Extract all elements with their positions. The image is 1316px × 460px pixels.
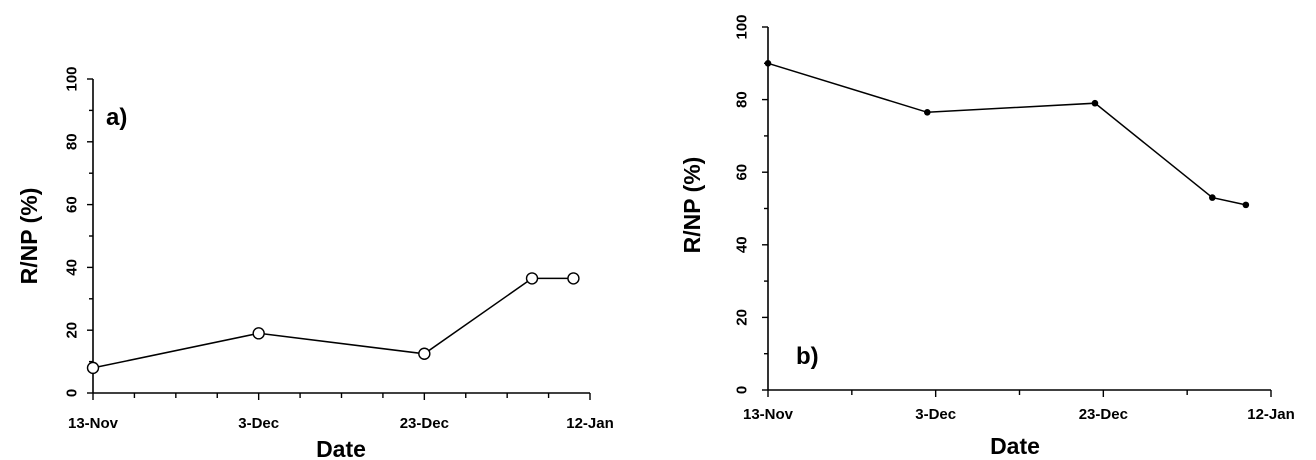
panel-label: a) <box>106 104 127 131</box>
series-line <box>92 277 574 369</box>
y-tick-label: 40 <box>64 259 81 276</box>
x-axis-title: Date <box>316 436 366 460</box>
data-point-marker <box>252 327 265 340</box>
x-tick-label: 23-Dec <box>400 415 449 432</box>
y-tick-label: 80 <box>64 133 81 150</box>
data-point-marker <box>86 361 100 375</box>
data-point-marker <box>1091 99 1099 107</box>
x-tick-label: 3-Dec <box>915 406 956 423</box>
x-tick-label: 13-Nov <box>68 415 119 432</box>
chart-panel-b: 0 20 40 60 80 100 13-Nov 3-Dec 23-Dec 12-Jan Date R… <box>679 14 1295 459</box>
y-tick-label: 80 <box>734 91 751 108</box>
chart-panel-a: 0 20 40 60 80 100 13-Nov 3-Dec 23-Dec 12-Jan Date R… <box>16 66 614 460</box>
data-point-marker <box>525 272 539 285</box>
series-line <box>767 62 1246 206</box>
y-tick-label: 60 <box>734 164 751 181</box>
y-tick-label: 60 <box>64 196 81 213</box>
y-tick-label: 100 <box>734 14 751 39</box>
y-tick-label: 0 <box>64 389 81 397</box>
y-tick-label: 100 <box>64 66 81 91</box>
y-tick-label: 40 <box>734 236 751 253</box>
x-tick-label: 13-Nov <box>743 406 794 423</box>
data-point-marker <box>567 272 580 285</box>
x-tick-label: 3-Dec <box>238 415 279 432</box>
x-tick-label: 23-Dec <box>1079 406 1128 423</box>
y-tick-label: 20 <box>64 322 81 339</box>
data-point-marker <box>764 60 772 67</box>
panel-label: b) <box>796 343 819 370</box>
x-tick-label: 12-Jan <box>1247 406 1295 423</box>
y-tick-label: 20 <box>734 309 751 326</box>
data-point-marker <box>923 109 931 116</box>
y-axis-title: R/NP (%) <box>679 157 705 254</box>
y-axis-title: R/NP (%) <box>16 188 42 285</box>
y-tick-label: 0 <box>734 386 751 394</box>
data-point-marker <box>1209 194 1216 201</box>
data-point-marker <box>1242 201 1250 209</box>
x-axis-title: Date <box>990 433 1040 459</box>
x-tick-label: 12-Jan <box>566 415 614 432</box>
data-point-marker <box>418 347 431 360</box>
